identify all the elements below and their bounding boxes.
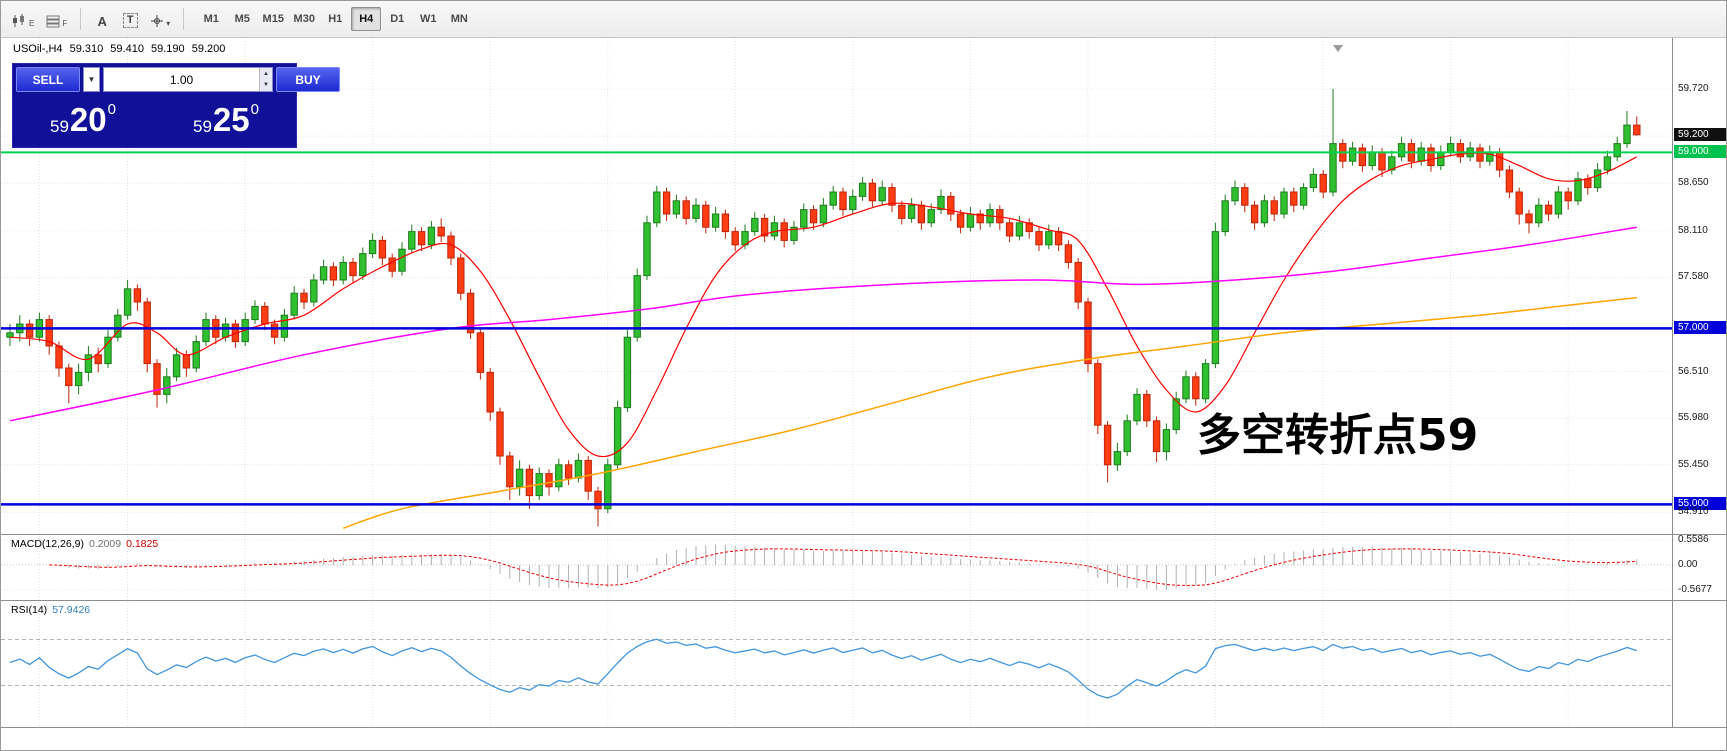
ma-fast-red <box>9 152 1638 458</box>
sell-price-pips: 20 <box>69 101 107 138</box>
buy-price-pips: 25 <box>212 101 250 138</box>
horizontal-level-lines <box>1 151 1672 506</box>
price-axis[interactable]: 59.720 59.200 59.000 58.650 58.110 57.580 57.0… <box>1672 38 1726 727</box>
macd-axis-0.00: 0.00 <box>1678 559 1698 570</box>
macd-label: MACD(12,26,9) 0.2009 0.1825 <box>11 538 158 550</box>
rsi-label: RSI(14) 57.9426 <box>11 604 90 616</box>
sell-price-pipette: 0 <box>107 101 116 118</box>
rsi-line <box>9 638 1638 699</box>
sell-price-big-figure: 59 <box>50 117 69 136</box>
timeframe-m5[interactable]: M5 <box>234 13 250 25</box>
price-level-box-59.000: 59.000 <box>1674 145 1726 159</box>
text-box-tool[interactable]: T <box>117 6 143 32</box>
sell-button[interactable]: SELL <box>16 67 80 92</box>
one-click-trading-panel: SELL ▼ ▲ ▼ BUY 59 20 0 59 25 0 <box>12 63 340 148</box>
panel-separator <box>1 727 1726 728</box>
macd-name: MACD(12,26,9) <box>11 538 84 550</box>
ohlc-high: 59.410 <box>110 43 144 55</box>
ma-mid-magenta <box>9 226 1637 422</box>
macd-axis-0.5586: 0.5586 <box>1678 534 1709 545</box>
timeframe-group: M1 M5 M15 M30 H1 H4 D1 W1 MN <box>196 7 474 31</box>
volume-input[interactable] <box>104 68 259 91</box>
axis-tick-58.650: 58.650 <box>1678 177 1709 189</box>
panel-separator[interactable] <box>1 534 1726 535</box>
text-tool-icon: A <box>97 14 107 29</box>
icon-subscript-f: F <box>62 19 68 28</box>
timeframe-mn[interactable]: MN <box>450 13 468 25</box>
symbol-header: USOil-,H4 59.310 59.410 59.190 59.200 <box>13 43 229 55</box>
rsi-name: RSI(14) <box>11 604 48 616</box>
ohlc-low: 59.190 <box>151 43 185 55</box>
timeframe-m1[interactable]: M1 <box>203 13 219 25</box>
symbol-name: USOil-,H4 <box>13 43 63 55</box>
axis-tick-58.110: 58.110 <box>1678 224 1708 236</box>
volume-spinner: ▲ ▼ <box>259 68 272 91</box>
time-axis[interactable] <box>1 728 1672 750</box>
axis-tick-55.980: 55.980 <box>1678 412 1709 424</box>
rsi-value: 57.9426 <box>52 604 91 616</box>
ohlc-open: 59.310 <box>69 43 104 55</box>
buy-price-pipette: 0 <box>250 101 259 118</box>
axis-tick-57.580: 57.580 <box>1678 271 1709 283</box>
grid-settings-icon[interactable]: F <box>41 6 72 32</box>
macd-histogram <box>19 544 1638 590</box>
toolbar: E F A T ▾ M1 M5 M15 M30 H1 H4 D1 W1 MN <box>1 1 1726 38</box>
price-level-box-59.200: 59.200 <box>1674 127 1726 141</box>
timeframe-m30[interactable]: M30 <box>293 13 315 25</box>
timeframe-h1[interactable]: H1 <box>328 13 343 25</box>
toolbar-separator <box>80 8 82 30</box>
volume-decrease-button[interactable]: ▼ <box>259 79 272 91</box>
ma-slow-orange <box>342 296 1637 529</box>
text-label-tool[interactable]: A <box>89 6 115 32</box>
axis-tick-59.720: 59.720 <box>1678 83 1709 95</box>
toolbar-separator <box>183 8 185 30</box>
scroll-end-marker-icon[interactable] <box>1333 45 1343 52</box>
axis-tick-56.510: 56.510 <box>1678 365 1709 377</box>
timeframe-d1[interactable]: D1 <box>390 13 405 25</box>
rsi-levels <box>1 639 1672 686</box>
buy-price-display[interactable]: 59 25 0 <box>159 95 293 144</box>
chart-canvas[interactable] <box>1 38 1672 728</box>
macd-signal-value: 0.1825 <box>126 538 159 550</box>
volume-increase-button[interactable]: ▲ <box>259 68 272 80</box>
candlestick-chart-icon <box>13 14 24 27</box>
buy-button[interactable]: BUY <box>276 67 340 92</box>
icon-subscript-e: E <box>29 19 35 28</box>
macd-main-value: 0.2009 <box>88 538 122 550</box>
price-level-box-57.000: 57.000 <box>1674 321 1726 335</box>
chart-template-icon[interactable]: E <box>7 6 39 32</box>
price-level-box-55.000: 55.000 <box>1674 497 1726 511</box>
chevron-down-icon: ▾ <box>166 19 171 28</box>
timeframe-h4[interactable]: H4 <box>351 7 382 31</box>
timeframe-w1[interactable]: W1 <box>420 13 437 25</box>
ohlc-close: 59.200 <box>191 43 226 55</box>
timeframe-m15[interactable]: M15 <box>262 13 284 25</box>
horizontal-gridlines <box>1 88 1672 513</box>
sell-price-display[interactable]: 59 20 0 <box>16 95 150 144</box>
axis-tick-54.910: 54.910 <box>1678 506 1709 518</box>
volume-dropdown-button[interactable]: ▼ <box>83 67 100 92</box>
macd-axis--0.5677: -0.5677 <box>1678 584 1712 595</box>
axis-tick-55.450: 55.450 <box>1678 458 1709 470</box>
crosshair-icon <box>151 15 164 27</box>
buy-price-big-figure: 59 <box>193 117 212 136</box>
crosshair-tool[interactable]: ▾ <box>145 6 175 32</box>
macd-gridlines <box>1 539 1672 591</box>
panel-separator[interactable] <box>1 600 1726 601</box>
candles <box>6 89 1641 527</box>
chart-annotation-text: 多空转折点59 <box>1197 410 1479 461</box>
grid-icon <box>46 15 60 28</box>
textbox-tool-icon: T <box>122 13 138 28</box>
